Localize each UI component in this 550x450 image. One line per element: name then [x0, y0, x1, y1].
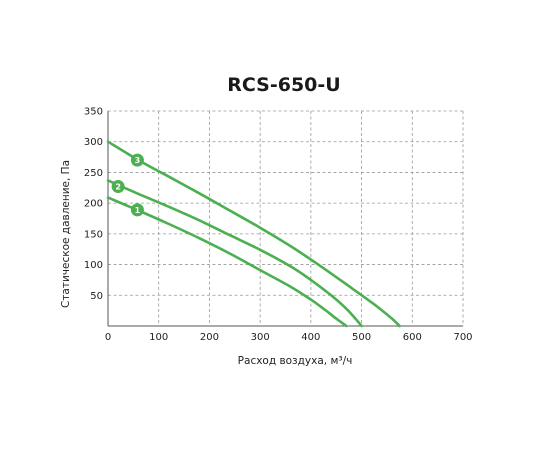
x-axis-label: Расход воздуха, м³/ч [238, 355, 353, 367]
series-line-3 [106, 140, 401, 328]
x-tick-label: 500 [352, 332, 371, 343]
series-lines [106, 140, 401, 328]
series-marker-2 [111, 180, 125, 194]
x-tick-label: 700 [453, 332, 472, 343]
plot-area-frame [107, 110, 464, 327]
series-marker-1 [130, 203, 144, 217]
x-tick-label: 300 [251, 332, 270, 343]
x-tick-label: 200 [200, 332, 219, 343]
y-axis-label: Статическое давление, Па [60, 160, 72, 308]
y-tick-label: 300 [84, 137, 103, 148]
y-tick-label: 50 [90, 291, 103, 302]
x-axis-tick-labels: 0 100 200 300 400 500 600 700 [105, 332, 473, 343]
x-tick-label: 600 [403, 332, 422, 343]
series-marker-label-3: 3 [135, 156, 141, 165]
series-marker-3 [130, 153, 144, 167]
y-tick-label: 200 [84, 199, 103, 210]
series-line-1 [106, 196, 348, 328]
y-tick-label: 100 [84, 260, 103, 271]
chart-title: RCS-650-U [227, 74, 340, 96]
y-tick-label: 350 [84, 107, 103, 118]
y-axis-tick-labels: 50 100 150 200 250 300 350 [84, 107, 103, 302]
x-tick-label: 400 [301, 332, 320, 343]
y-tick-label: 150 [84, 229, 103, 240]
x-tick-label: 100 [149, 332, 168, 343]
x-tick-label: 0 [105, 332, 111, 343]
y-tick-label: 250 [84, 168, 103, 179]
series-line-2 [106, 179, 363, 328]
series-marker-label-2: 2 [115, 183, 121, 192]
series-marker-label-1: 1 [135, 206, 141, 215]
series-markers: 1 2 3 [111, 153, 144, 217]
